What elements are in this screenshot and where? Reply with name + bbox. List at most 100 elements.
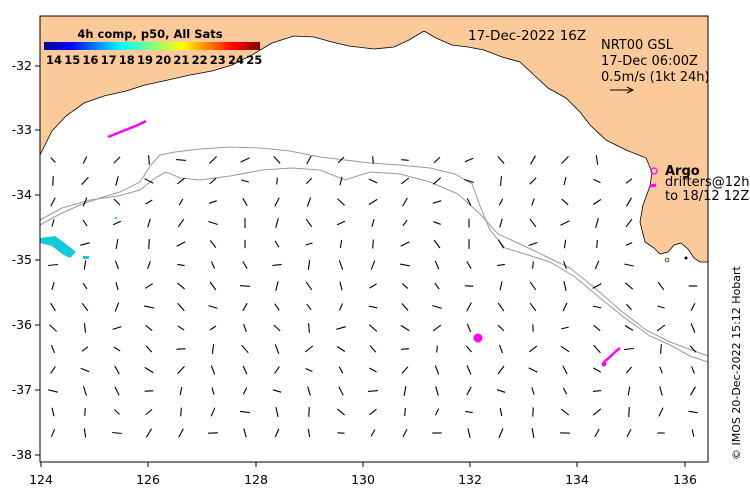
map-date-title: 17-Dec-2022 16Z xyxy=(468,28,586,44)
island xyxy=(684,256,688,260)
current-vector xyxy=(367,390,379,392)
current-vector xyxy=(243,324,247,332)
current-vector xyxy=(497,239,505,249)
current-vector xyxy=(210,261,216,269)
current-vector xyxy=(401,348,409,350)
current-vector xyxy=(626,303,632,311)
current-vector xyxy=(82,219,88,227)
current-vector xyxy=(595,155,599,165)
current-vector xyxy=(561,156,569,164)
current-vector xyxy=(307,429,311,437)
current-vector xyxy=(560,220,570,226)
current-vector xyxy=(499,407,503,417)
current-vector xyxy=(52,176,54,186)
current-vector xyxy=(114,386,120,396)
current-vector xyxy=(209,325,217,331)
current-vector xyxy=(435,386,439,396)
current-vector xyxy=(208,305,218,309)
current-vector xyxy=(563,280,567,292)
current-vector xyxy=(336,326,346,330)
current-vector xyxy=(531,387,535,395)
y-tick-label: -32 xyxy=(12,58,32,73)
current-vector xyxy=(532,261,534,269)
current-vector xyxy=(114,365,120,375)
current-vector xyxy=(209,281,217,291)
current-vector xyxy=(626,429,632,437)
current-vector xyxy=(51,407,55,417)
current-vector xyxy=(176,177,186,185)
current-vector xyxy=(177,302,185,312)
current-vector xyxy=(113,156,121,164)
bathymetry-contour-inner xyxy=(39,167,709,357)
current-vector xyxy=(434,282,440,290)
drifters-label: drifters@12h xyxy=(665,175,750,190)
current-vector xyxy=(115,176,119,186)
current-vector xyxy=(402,428,408,438)
current-vector xyxy=(240,410,250,414)
current-vector xyxy=(178,198,184,206)
current-vector xyxy=(688,410,698,414)
x-tick-label: 136 xyxy=(673,472,697,487)
current-vector xyxy=(561,198,569,206)
current-vector xyxy=(690,386,696,396)
current-vector xyxy=(369,367,377,373)
current-vector xyxy=(112,220,122,226)
current-vector xyxy=(627,386,631,396)
current-vector xyxy=(690,366,696,374)
current-vector xyxy=(50,344,56,354)
current-vector xyxy=(208,220,218,226)
current-vector xyxy=(467,428,471,438)
current-vector xyxy=(369,408,377,416)
current-vector xyxy=(308,323,310,333)
current-vector xyxy=(531,428,535,438)
current-vector xyxy=(272,263,282,267)
x-tick-label: 130 xyxy=(351,472,375,487)
current-vector xyxy=(401,366,409,374)
current-vector xyxy=(274,197,280,207)
current-vector xyxy=(147,261,151,269)
current-vector xyxy=(176,159,186,161)
current-vector xyxy=(337,408,345,416)
current-vector xyxy=(82,156,88,164)
current-vector xyxy=(147,218,151,228)
current-vector xyxy=(401,303,409,311)
current-vector xyxy=(242,261,248,269)
current-vector xyxy=(625,366,633,374)
current-vector xyxy=(528,241,538,247)
current-vector xyxy=(499,281,503,291)
current-vector xyxy=(242,302,248,312)
colorbar-label: 24 xyxy=(228,53,244,67)
current-vector xyxy=(114,302,120,312)
current-vector xyxy=(51,219,55,227)
current-vector xyxy=(624,282,634,290)
current-vector xyxy=(50,428,56,438)
current-vector xyxy=(114,260,120,270)
current-vector xyxy=(562,387,568,395)
current-vector xyxy=(274,366,280,374)
current-vector xyxy=(306,197,312,207)
current-vector xyxy=(368,178,378,184)
y-tick-label: -34 xyxy=(12,187,32,202)
current-vector xyxy=(112,431,122,435)
x-tick-label: 128 xyxy=(244,472,268,487)
current-vector xyxy=(338,366,344,374)
current-vector xyxy=(80,242,90,246)
current-vector xyxy=(433,221,441,225)
current-vector xyxy=(337,198,345,206)
sst-patch-cyan xyxy=(40,217,117,259)
current-vector xyxy=(145,283,153,289)
scale-arrow xyxy=(610,86,635,94)
current-vector xyxy=(51,282,55,290)
current-vector xyxy=(497,263,505,267)
current-vector xyxy=(656,324,666,332)
current-vector xyxy=(242,197,248,207)
drifters-time-label: to 18/12 12Z xyxy=(665,189,749,204)
colorbar-label: 17 xyxy=(101,53,117,67)
current-vector xyxy=(466,198,472,206)
current-vector xyxy=(592,408,602,416)
current-vector xyxy=(466,365,472,375)
current-vector xyxy=(273,324,281,332)
current-vector xyxy=(82,282,88,290)
current-vector xyxy=(305,177,313,185)
current-vector xyxy=(177,325,185,331)
